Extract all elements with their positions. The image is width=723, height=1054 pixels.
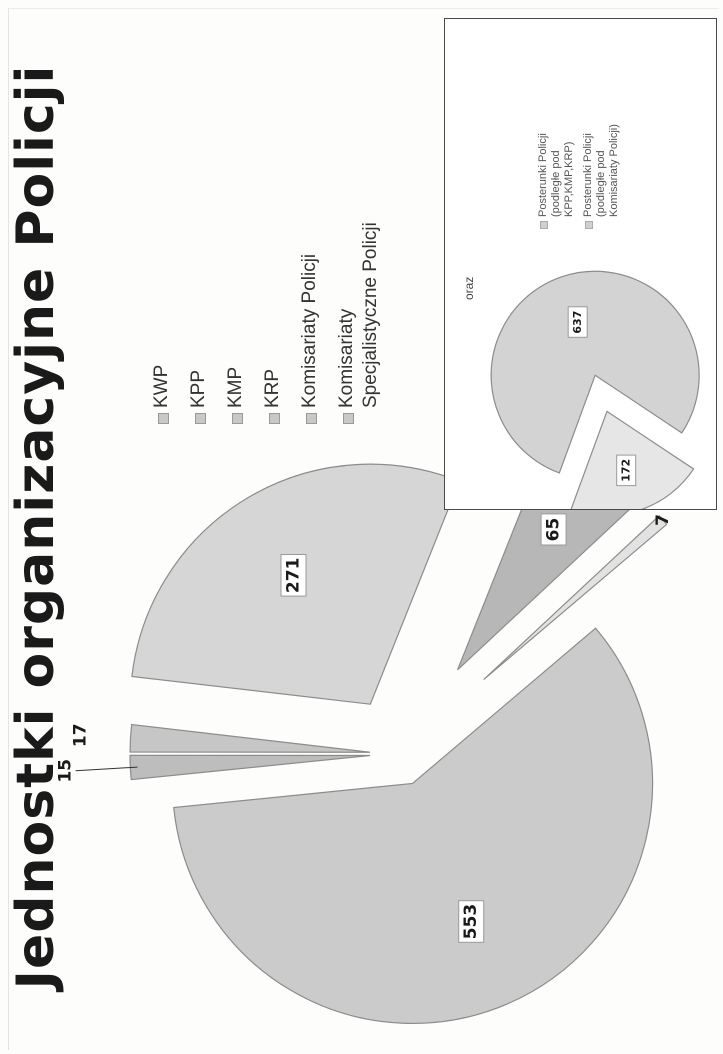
legend-label: KWP	[151, 364, 172, 408]
inset-pie-chart: 637 172	[490, 270, 700, 509]
legend-swatch	[158, 413, 169, 424]
data-label-komisariaty-policji: 553	[458, 900, 485, 943]
data-label-box	[458, 900, 485, 943]
legend-swatch	[232, 413, 243, 424]
data-label-text: 15	[55, 759, 75, 783]
inset-legend-item-posterunki-komisariaty: Posterunki Policji (podległe pod Komisar…	[582, 24, 621, 229]
pie-slice-posterunki-policji-podlegle-pod-kpp-kmp-	[490, 270, 700, 474]
legend-swatch	[306, 413, 317, 424]
data-label-kwp: 17	[71, 723, 91, 747]
data-label-box	[616, 454, 637, 487]
legend-item-krp: KRP	[261, 218, 285, 424]
leader-line	[75, 766, 138, 772]
data-label-komisariaty-specjalistyczne-policji: 15	[55, 759, 138, 783]
legend-label: KMP	[225, 366, 246, 408]
legend-label: KRP	[262, 368, 283, 408]
data-label-text: 17	[71, 723, 91, 747]
legend-item-komisariaty: Komisariaty Policji	[298, 218, 322, 424]
legend-swatch	[585, 221, 593, 229]
legend-swatch	[269, 413, 280, 424]
data-label-box	[567, 306, 588, 338]
pie-slice-komisariaty-specjalistyczne-policji	[129, 754, 371, 781]
data-label-krp: 7	[653, 514, 673, 526]
pie-slice-krp	[483, 514, 668, 681]
legend-label: Posterunki Policji (podległe pod Komisar…	[582, 124, 620, 217]
legend-item-kpp: KPP	[187, 218, 211, 424]
legend-swatch	[540, 221, 548, 229]
legend-label: Komisariaty Specjalistyczne Policji	[336, 222, 381, 408]
data-label-text: 271	[284, 558, 304, 594]
data-label-kpp: 271	[280, 554, 307, 597]
legend-label: KPP	[188, 369, 209, 408]
data-label-text: 7	[653, 514, 673, 526]
main-legend: KWP KPP KMP KRP Komisariaty Policji Komi…	[150, 218, 396, 424]
data-label-kmp: 65	[540, 513, 567, 546]
data-label-text: 65	[544, 518, 564, 542]
legend-label: Komisariaty Policji	[299, 253, 320, 408]
legend-swatch	[343, 413, 354, 424]
data-label-posterunki-policji-podlegle-pod-kpp-kmp-: 637	[567, 306, 588, 338]
data-label-text: 553	[461, 904, 481, 940]
data-label-text: 172	[620, 459, 633, 482]
data-label-box	[280, 554, 307, 597]
inset-legend: Posterunki Policji (podległe pod KPP,KMP…	[537, 24, 627, 229]
data-label-posterunki-policji-podlegle-pod-komisari: 172	[616, 454, 637, 487]
legend-item-kwp: KWP	[150, 218, 174, 424]
main-pie-chart: 17 271 65 7 553 15	[55, 446, 673, 1024]
pie-slice-komisariaty-policji	[173, 627, 654, 1024]
inset-legend-item-posterunki-kpp: Posterunki Policji (podległe pod KPP,KMP…	[537, 24, 576, 229]
legend-item-komisariaty-specjalistyczne: Komisariaty Specjalistyczne Policji	[335, 218, 383, 424]
data-label-box	[540, 513, 567, 546]
legend-label: Posterunki Policji (podległe pod KPP,KMP…	[537, 133, 575, 217]
inset-chart-panel: oraz 637 172 Posterunki Policji (podległe…	[444, 18, 717, 510]
legend-swatch	[195, 413, 206, 424]
pie-slice-kwp	[129, 723, 371, 753]
data-label-text: 637	[571, 311, 584, 334]
legend-item-kmp: KMP	[224, 218, 248, 424]
